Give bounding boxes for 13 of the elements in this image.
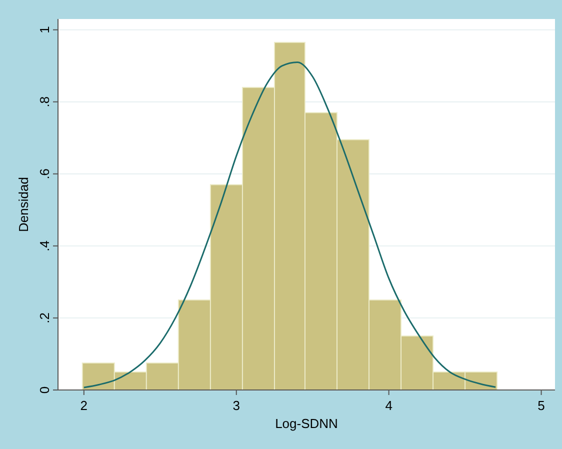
y-tick-label: .6: [37, 168, 52, 180]
y-tick-label: .4: [37, 240, 52, 252]
y-tick-label: 1: [37, 26, 52, 34]
x-tick-label: 4: [385, 398, 392, 413]
x-tick-label: 5: [538, 398, 545, 413]
y-tick-label: .8: [37, 96, 52, 108]
x-tick-label: 2: [80, 398, 88, 413]
y-tick-label: .2: [37, 312, 52, 324]
x-tick-label: 3: [232, 398, 240, 413]
y-axis-title: Densidad: [16, 177, 31, 232]
x-axis-title: Log-SDNN: [275, 416, 338, 431]
line-series: [83, 61, 496, 388]
y-tick-label: 0: [37, 386, 52, 394]
